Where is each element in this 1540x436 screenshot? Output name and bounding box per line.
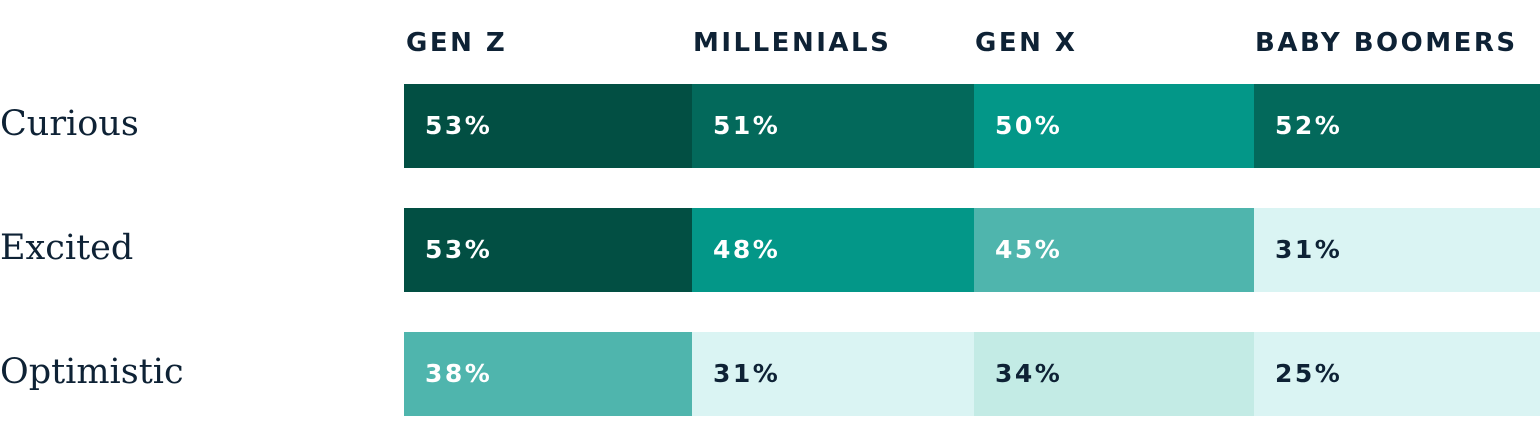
column-header: MILLENIALS [693, 28, 892, 58]
heatmap-cell: 31% [1254, 208, 1540, 292]
heatmap-cell: 45% [974, 208, 1254, 292]
heatmap-cell: 51% [692, 84, 974, 168]
column-header: BABY BOOMERS [1255, 28, 1518, 58]
row-label: Curious [0, 104, 139, 144]
heatmap-cell: 31% [692, 332, 974, 416]
heatmap-cell: 25% [1254, 332, 1540, 416]
row-label: Excited [0, 228, 134, 268]
column-header: GEN X [975, 28, 1078, 58]
heatmap-cell: 50% [974, 84, 1254, 168]
heatmap-cell: 52% [1254, 84, 1540, 168]
heatmap-cell: 53% [404, 84, 692, 168]
heatmap-cell: 48% [692, 208, 974, 292]
heatmap-cell: 38% [404, 332, 692, 416]
column-header: GEN Z [406, 28, 508, 58]
heatmap-cell: 53% [404, 208, 692, 292]
heatmap-cell: 34% [974, 332, 1254, 416]
row-label: Optimistic [0, 352, 184, 392]
